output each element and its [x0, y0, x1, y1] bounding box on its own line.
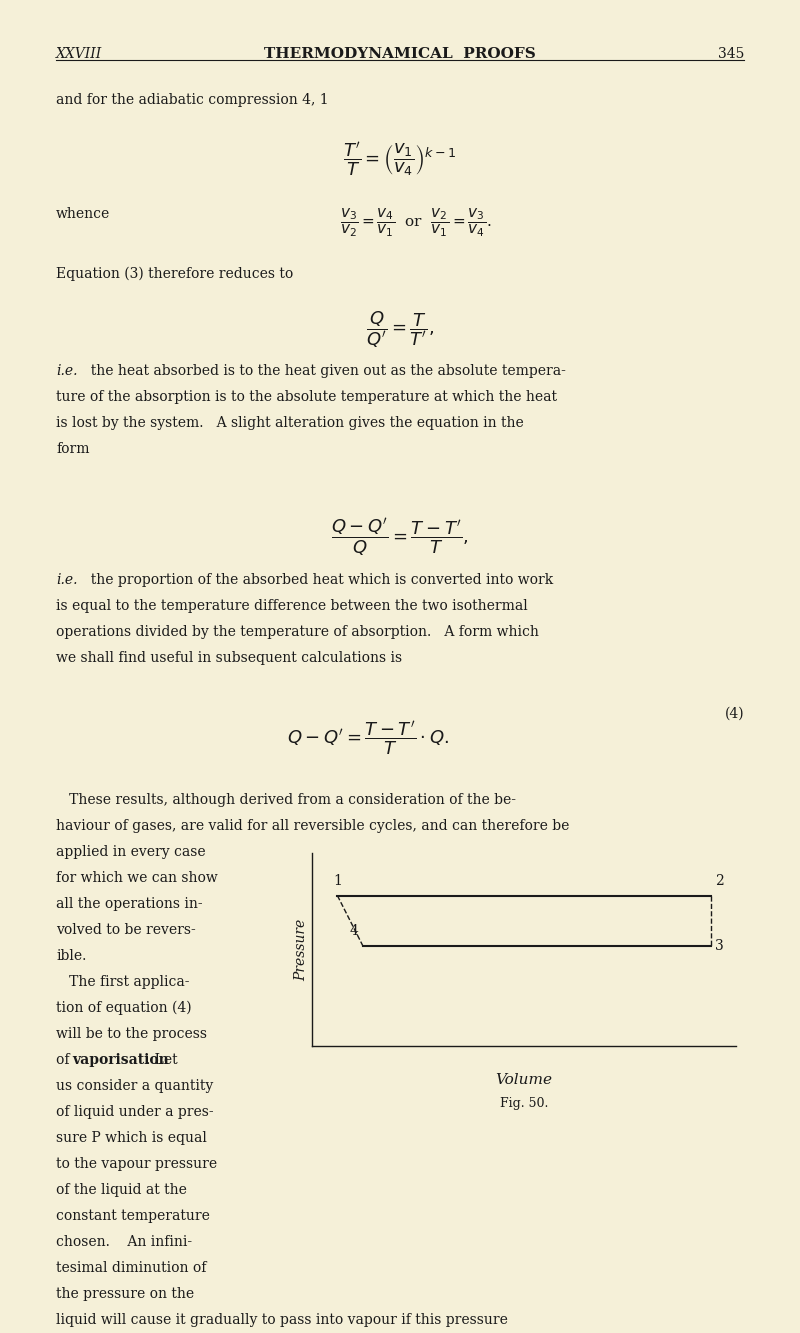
Text: 3: 3 [715, 938, 723, 953]
Text: 2: 2 [715, 874, 723, 888]
Text: the pressure on the: the pressure on the [56, 1288, 194, 1301]
Text: operations divided by the temperature of absorption.   A form which: operations divided by the temperature of… [56, 625, 539, 640]
Text: $\dfrac{Q - Q'}{Q} = \dfrac{T - T'}{T},$: $\dfrac{Q - Q'}{Q} = \dfrac{T - T'}{T},$ [331, 516, 469, 557]
Text: applied in every case: applied in every case [56, 845, 206, 860]
Text: to the vapour pressure: to the vapour pressure [56, 1157, 217, 1172]
Text: These results, although derived from a consideration of the be-: These results, although derived from a c… [56, 793, 516, 808]
Text: vaporisation: vaporisation [72, 1053, 169, 1068]
Text: is equal to the temperature difference between the two isothermal: is equal to the temperature difference b… [56, 600, 528, 613]
Text: 345: 345 [718, 47, 744, 61]
Y-axis label: Pressure: Pressure [294, 918, 308, 981]
Text: XXVIII: XXVIII [56, 47, 102, 61]
Text: tion of equation (4): tion of equation (4) [56, 1001, 192, 1016]
Text: $\dfrac{Q}{Q'} = \dfrac{T}{T'},$: $\dfrac{Q}{Q'} = \dfrac{T}{T'},$ [366, 309, 434, 349]
Text: Fig. 50.: Fig. 50. [500, 1097, 548, 1110]
Text: will be to the process: will be to the process [56, 1026, 207, 1041]
Text: chosen.    An infini-: chosen. An infini- [56, 1234, 192, 1249]
Text: ture of the absorption is to the absolute temperature at which the heat: ture of the absorption is to the absolut… [56, 389, 557, 404]
Text: we shall find useful in subsequent calculations is: we shall find useful in subsequent calcu… [56, 652, 402, 665]
Text: of liquid under a pres-: of liquid under a pres- [56, 1105, 214, 1120]
Text: and for the adiabatic compression 4, 1: and for the adiabatic compression 4, 1 [56, 93, 329, 108]
Text: is lost by the system.   A slight alteration gives the equation in the: is lost by the system. A slight alterati… [56, 416, 524, 431]
Text: 4: 4 [350, 924, 358, 938]
Text: form: form [56, 443, 90, 456]
Text: liquid will cause it gradually to pass into vapour if this pressure: liquid will cause it gradually to pass i… [56, 1313, 508, 1328]
Text: . Let: . Let [146, 1053, 178, 1068]
Text: $\dfrac{T'}{T} = \left(\dfrac{v_1}{v_4}\right)^{k-1}$: $\dfrac{T'}{T} = \left(\dfrac{v_1}{v_4}\… [343, 140, 457, 177]
Text: of: of [56, 1053, 74, 1068]
Text: THERMODYNAMICAL  PROOFS: THERMODYNAMICAL PROOFS [264, 47, 536, 61]
Text: Equation (3) therefore reduces to: Equation (3) therefore reduces to [56, 267, 294, 281]
Text: Volume: Volume [495, 1073, 553, 1088]
Text: haviour of gases, are valid for all reversible cycles, and can therefore be: haviour of gases, are valid for all reve… [56, 818, 570, 833]
Text: for which we can show: for which we can show [56, 872, 218, 885]
Text: ible.: ible. [56, 949, 86, 964]
Text: 1: 1 [333, 874, 342, 888]
Text: volved to be revers-: volved to be revers- [56, 922, 196, 937]
Text: whence: whence [56, 207, 110, 221]
Text: $Q - Q' = \dfrac{T - T'}{T} \cdot Q.$: $Q - Q' = \dfrac{T - T'}{T} \cdot Q.$ [287, 720, 449, 757]
Text: constant temperature: constant temperature [56, 1209, 210, 1224]
Text: all the operations in-: all the operations in- [56, 897, 202, 912]
Text: the proportion of the absorbed heat which is converted into work: the proportion of the absorbed heat whic… [82, 573, 553, 588]
Text: sure P which is equal: sure P which is equal [56, 1130, 207, 1145]
Text: tesimal diminution of: tesimal diminution of [56, 1261, 206, 1276]
Text: us consider a quantity: us consider a quantity [56, 1080, 214, 1093]
Text: The first applica-: The first applica- [56, 976, 190, 989]
Text: (4): (4) [724, 706, 744, 721]
Text: the heat absorbed is to the heat given out as the absolute tempera-: the heat absorbed is to the heat given o… [82, 364, 566, 379]
Text: i.e.: i.e. [56, 364, 78, 379]
Text: $\dfrac{v_3}{v_2} = \dfrac{v_4}{v_1}$  or  $\dfrac{v_2}{v_1} = \dfrac{v_3}{v_4}.: $\dfrac{v_3}{v_2} = \dfrac{v_4}{v_1}$ or… [340, 207, 492, 239]
Text: i.e.: i.e. [56, 573, 78, 588]
Text: of the liquid at the: of the liquid at the [56, 1184, 187, 1197]
